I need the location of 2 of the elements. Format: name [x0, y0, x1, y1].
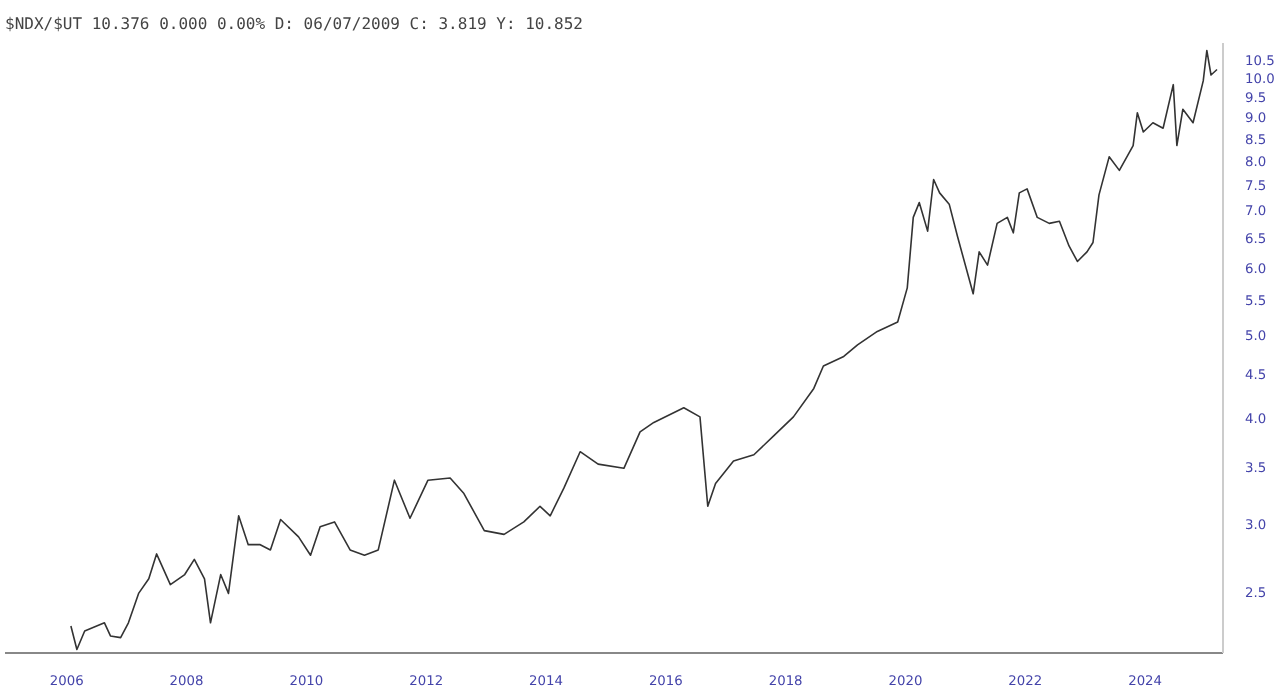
chart-title: $NDX/$UT 10.376 0.000 0.00% D: 06/07/2009 C: 3.819 Y: 10.852 — [5, 15, 584, 33]
line-series — [70, 49, 1218, 651]
